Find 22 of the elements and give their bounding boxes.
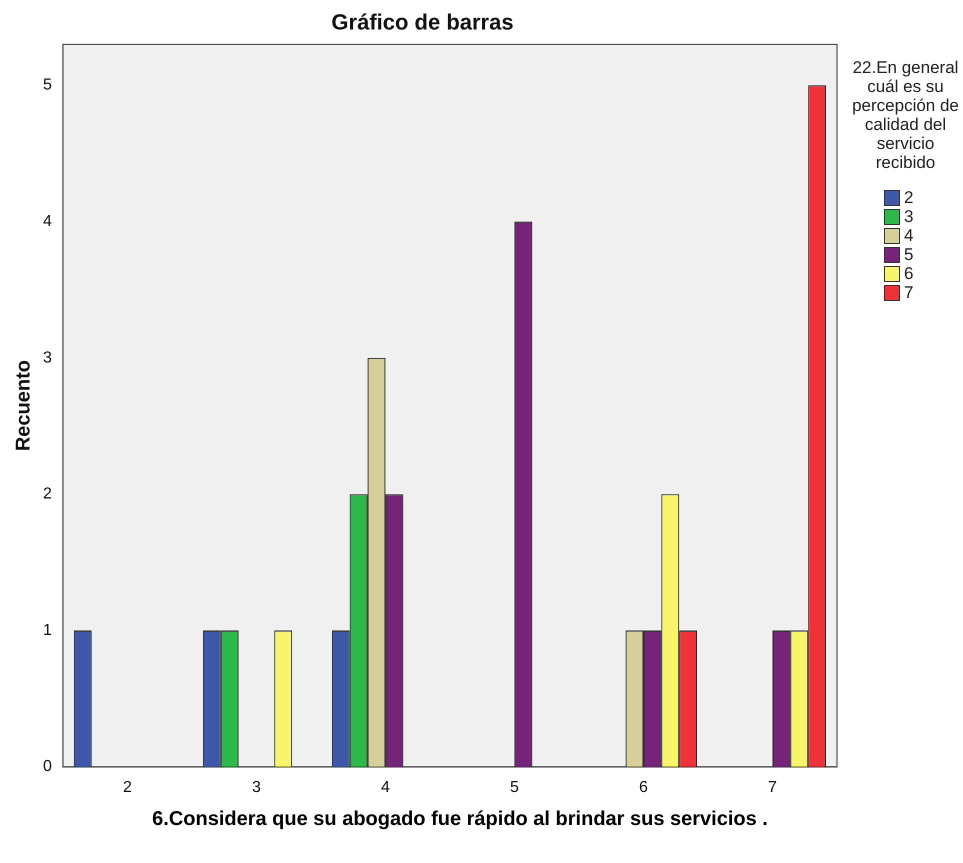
x-tick-label: 3 bbox=[252, 778, 261, 796]
legend-title: 22.En general cuál es su percepción de calidad del servicio recibido bbox=[851, 58, 960, 172]
x-tick-label: 7 bbox=[768, 778, 778, 796]
x-tick-label: 4 bbox=[380, 778, 390, 796]
y-tick-label: 2 bbox=[42, 486, 52, 503]
chart-title: Gráfico de barras bbox=[331, 9, 514, 34]
y-tick-label: 1 bbox=[42, 622, 52, 639]
y-tick-label: 3 bbox=[42, 349, 52, 366]
y-tick-label: 5 bbox=[42, 76, 52, 94]
y-axis-title: Recuento bbox=[12, 360, 35, 452]
legend-label: 2 bbox=[904, 188, 914, 207]
y-tick-label: 4 bbox=[42, 213, 52, 230]
legend-label: 6 bbox=[904, 264, 914, 283]
legend-label: 3 bbox=[904, 207, 914, 226]
x-tick-label: 5 bbox=[510, 778, 520, 796]
legend-label: 7 bbox=[904, 283, 914, 302]
x-tick-label: 2 bbox=[122, 778, 132, 796]
legend-label: 4 bbox=[904, 226, 914, 245]
y-tick-label: 0 bbox=[42, 758, 52, 776]
x-axis-title: 6.Considera que su abogado fue rápido al brindar sus servicios . bbox=[151, 808, 769, 830]
legend-label: 5 bbox=[904, 245, 914, 264]
x-tick-label: 6 bbox=[639, 778, 648, 796]
